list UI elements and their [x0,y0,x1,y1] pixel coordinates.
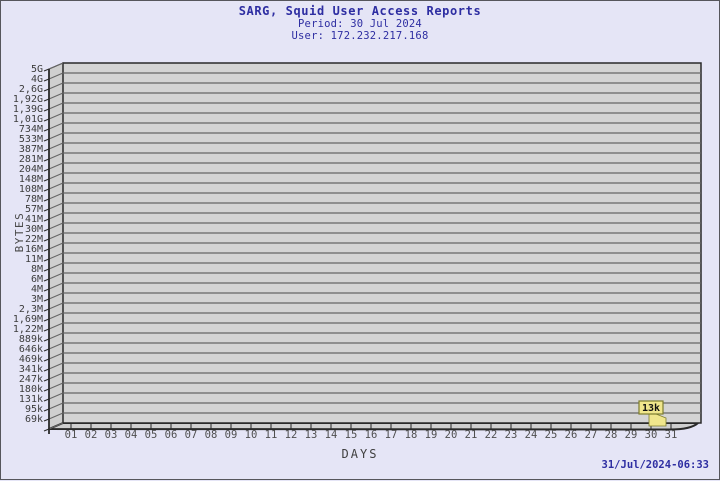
svg-text:2,3M: 2,3M [19,304,43,315]
svg-text:148M: 148M [19,174,43,185]
chart-gridlines [48,62,701,430]
svg-text:3M: 3M [31,294,43,305]
svg-text:734M: 734M [19,124,43,135]
svg-text:16M: 16M [25,244,43,255]
svg-text:889k: 889k [19,334,43,345]
svg-text:6M: 6M [31,274,43,285]
svg-text:4G: 4G [31,74,43,85]
chart-user: User: 172.232.217.168 [291,30,429,42]
svg-text:13k: 13k [642,403,660,414]
svg-text:69k: 69k [25,414,43,425]
svg-text:180k: 180k [19,384,43,395]
svg-text:25: 25 [545,429,558,441]
svg-text:09: 09 [225,429,238,441]
svg-text:19: 19 [425,429,438,441]
svg-text:533M: 533M [19,134,43,145]
svg-text:01: 01 [65,429,78,441]
x-axis-ticks: 01 02 03 04 05 06 07 08 09 10 11 12 13 14 15 16 17 18 19 20… [65,424,678,441]
svg-text:24: 24 [525,429,538,441]
svg-text:02: 02 [85,429,98,441]
svg-text:131k: 131k [19,394,43,405]
svg-text:11: 11 [265,429,278,441]
svg-text:22: 22 [485,429,498,441]
svg-text:18: 18 [405,429,418,441]
svg-text:247k: 247k [19,374,43,385]
svg-text:05: 05 [145,429,158,441]
svg-text:281M: 281M [19,154,43,165]
svg-text:387M: 387M [19,144,43,155]
chart-header: SARG, Squid User Access Reports Period: … [1,4,719,43]
svg-text:8M: 8M [31,264,43,275]
svg-text:28: 28 [605,429,618,441]
svg-text:07: 07 [185,429,198,441]
generation-timestamp: 31/Jul/2024-06:33 [601,459,709,471]
svg-text:469k: 469k [19,354,43,365]
svg-text:204M: 204M [19,164,43,175]
svg-text:08: 08 [205,429,218,441]
svg-text:10: 10 [245,429,258,441]
x-axis-label: DAYS [341,447,379,461]
svg-text:108M: 108M [19,184,43,195]
svg-text:15: 15 [345,429,358,441]
svg-text:16: 16 [365,429,378,441]
svg-text:57M: 57M [25,204,43,215]
svg-text:646k: 646k [19,344,43,355]
svg-text:341k: 341k [19,364,43,375]
svg-text:22M: 22M [25,234,43,245]
svg-text:78M: 78M [25,194,43,205]
svg-text:2,6G: 2,6G [19,84,43,95]
svg-text:4M: 4M [31,284,43,295]
svg-text:13: 13 [305,429,318,441]
svg-text:1,69M: 1,69M [13,314,43,325]
svg-text:1,92G: 1,92G [13,94,43,105]
y-axis-label: BYTES [13,211,26,253]
svg-text:06: 06 [165,429,178,441]
svg-text:20: 20 [445,429,458,441]
svg-text:29: 29 [625,429,638,441]
chart-period: Period: 30 Jul 2024 [298,18,422,30]
svg-text:30: 30 [645,429,658,441]
svg-text:17: 17 [385,429,398,441]
svg-text:1,39G: 1,39G [13,104,43,115]
svg-text:1,22M: 1,22M [13,324,43,335]
svg-text:30M: 30M [25,224,43,235]
svg-text:21: 21 [465,429,478,441]
svg-text:23: 23 [505,429,518,441]
svg-text:26: 26 [565,429,578,441]
svg-text:27: 27 [585,429,598,441]
svg-text:31: 31 [665,429,678,441]
chart-title: SARG, Squid User Access Reports [238,4,482,18]
svg-text:95k: 95k [25,404,43,415]
svg-text:12: 12 [285,429,298,441]
svg-text:14: 14 [325,429,338,441]
svg-text:03: 03 [105,429,118,441]
svg-text:41M: 41M [25,214,43,225]
svg-text:11M: 11M [25,254,43,265]
svg-text:04: 04 [125,429,138,441]
svg-text:5G: 5G [31,64,43,75]
data-point-flag: 13k [638,400,667,427]
y-axis-ticks: 5G4G2,6G1,92G1,39G1,01G734M533M387M281M2… [13,64,50,434]
svg-text:1,01G: 1,01G [13,114,43,125]
